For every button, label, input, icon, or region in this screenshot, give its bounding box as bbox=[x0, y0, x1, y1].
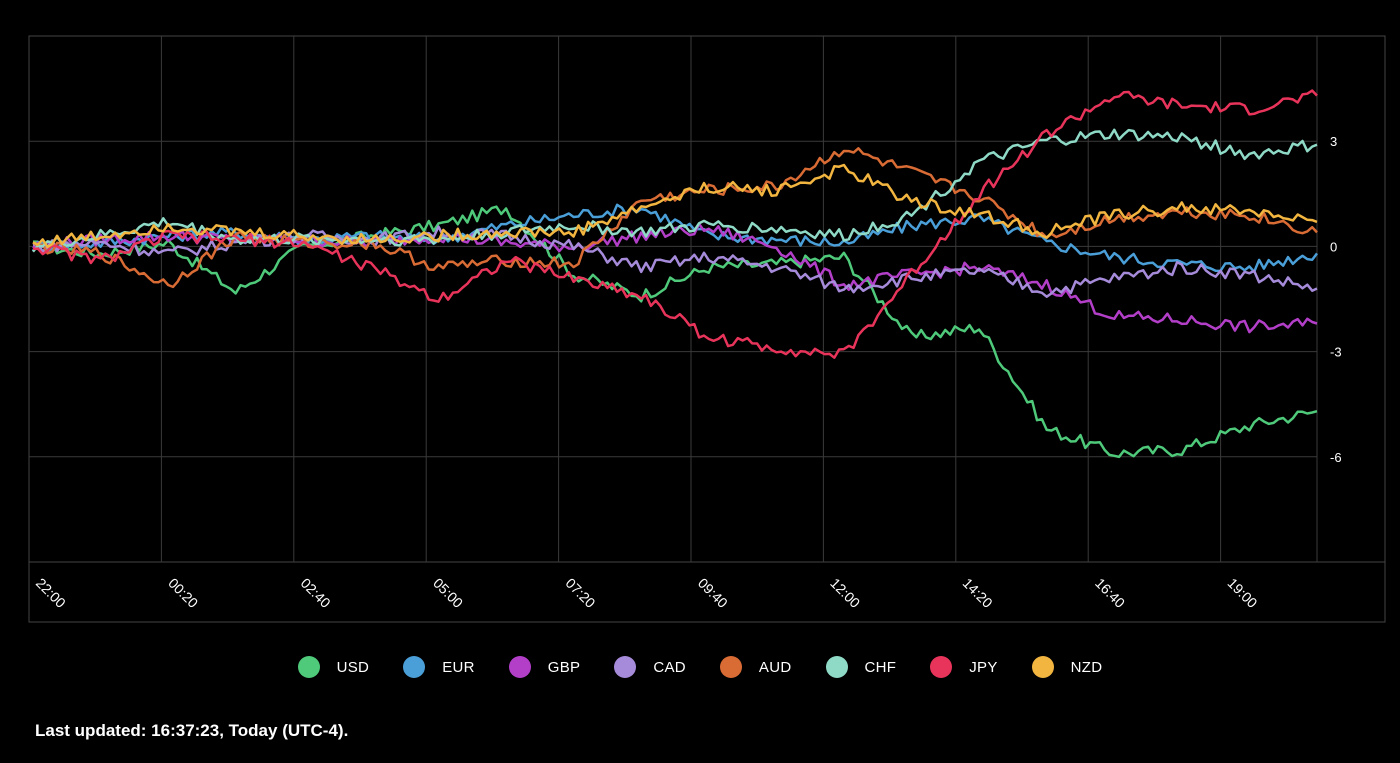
x-tick-label: 12:00 bbox=[827, 575, 863, 611]
x-tick-label: 07:20 bbox=[562, 575, 598, 611]
legend-swatch bbox=[719, 656, 742, 678]
x-tick-label: 05:00 bbox=[430, 575, 466, 611]
x-tick-label: 02:40 bbox=[298, 575, 334, 611]
y-tick-label: -6 bbox=[1330, 450, 1342, 465]
chart-legend: USD EUR GBP CAD AUD CHF JPY NZD bbox=[0, 652, 1400, 682]
x-tick-label: 22:00 bbox=[33, 575, 69, 611]
x-tick-label: 19:00 bbox=[1224, 575, 1260, 611]
legend-swatch bbox=[1031, 656, 1054, 678]
chart-series bbox=[31, 89, 1318, 459]
legend-swatch bbox=[403, 656, 426, 678]
currency-strength-chart: 3 0 -3 -6 22:00 00:20 02:40 05:00 07:20 09:40 12:… bbox=[28, 35, 1386, 623]
chart-frame bbox=[28, 35, 1386, 623]
legend-item-nzd[interactable]: NZD bbox=[1031, 656, 1103, 678]
legend-item-usd[interactable]: USD bbox=[297, 656, 370, 678]
legend-swatch bbox=[825, 656, 848, 678]
x-tick-labels: 22:00 00:20 02:40 05:00 07:20 09:40 12:00 14:20… bbox=[33, 575, 1261, 611]
last-updated-text: Last updated: 16:37:23, Today (UTC-4). bbox=[35, 721, 349, 740]
series-line-gbp bbox=[32, 222, 1318, 334]
legend-swatch bbox=[930, 656, 953, 678]
legend-item-cad[interactable]: CAD bbox=[614, 656, 686, 678]
legend-item-chf[interactable]: CHF bbox=[825, 656, 897, 678]
legend-label: USD bbox=[336, 658, 370, 676]
series-line-nzd bbox=[32, 163, 1318, 249]
legend-label: CHF bbox=[864, 658, 897, 676]
legend-label: NZD bbox=[1070, 658, 1103, 676]
legend-item-aud[interactable]: AUD bbox=[719, 656, 792, 678]
y-tick-label: -3 bbox=[1330, 345, 1342, 360]
series-line-eur bbox=[31, 203, 1318, 274]
legend-item-jpy[interactable]: JPY bbox=[930, 656, 997, 678]
series-line-jpy bbox=[32, 89, 1318, 359]
y-tick-label: 0 bbox=[1330, 239, 1337, 254]
y-tick-label: 3 bbox=[1330, 134, 1337, 149]
chart-grid bbox=[28, 35, 1386, 623]
legend-label: JPY bbox=[969, 658, 998, 676]
legend-swatch bbox=[614, 656, 637, 678]
legend-label: CAD bbox=[653, 658, 686, 676]
x-tick-label: 16:40 bbox=[1092, 575, 1128, 611]
legend-swatch bbox=[508, 656, 531, 678]
x-tick-label: 14:20 bbox=[960, 575, 996, 611]
legend-label: EUR bbox=[442, 658, 475, 676]
x-tick-label: 00:20 bbox=[165, 575, 201, 611]
series-line-chf bbox=[32, 128, 1318, 253]
legend-label: GBP bbox=[547, 658, 581, 676]
legend-label: AUD bbox=[758, 658, 792, 676]
legend-item-gbp[interactable]: GBP bbox=[508, 656, 581, 678]
legend-item-eur[interactable]: EUR bbox=[403, 656, 475, 678]
x-tick-label: 09:40 bbox=[695, 575, 731, 611]
y-tick-labels: 3 0 -3 -6 bbox=[1330, 134, 1342, 465]
series-line-usd bbox=[32, 205, 1318, 459]
legend-swatch bbox=[297, 656, 320, 678]
